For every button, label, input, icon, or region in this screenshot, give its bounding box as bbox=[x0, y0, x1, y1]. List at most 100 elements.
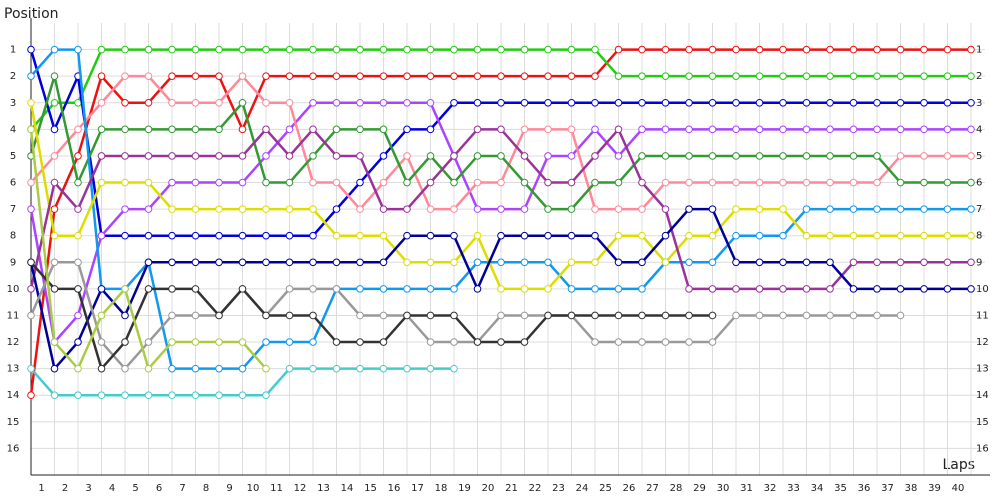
point bbox=[685, 311, 693, 320]
point bbox=[967, 285, 975, 293]
point bbox=[755, 72, 764, 80]
point bbox=[638, 72, 646, 80]
point bbox=[215, 72, 223, 80]
point bbox=[873, 45, 881, 54]
point bbox=[215, 178, 223, 187]
x-tick-label: 4 bbox=[109, 483, 115, 494]
point bbox=[403, 152, 411, 160]
point bbox=[215, 311, 223, 320]
point bbox=[262, 72, 270, 80]
point bbox=[285, 205, 294, 213]
point bbox=[755, 125, 764, 134]
point bbox=[779, 285, 787, 293]
point bbox=[614, 152, 623, 160]
point bbox=[285, 364, 294, 373]
point bbox=[332, 338, 341, 346]
point bbox=[379, 178, 388, 187]
point bbox=[943, 178, 952, 187]
point bbox=[309, 45, 317, 54]
point bbox=[97, 391, 106, 400]
x-tick-label: 24 bbox=[576, 483, 589, 494]
point bbox=[332, 72, 341, 80]
point bbox=[356, 338, 364, 346]
point bbox=[356, 258, 364, 267]
point bbox=[97, 125, 106, 134]
point bbox=[967, 178, 975, 187]
point bbox=[473, 231, 482, 240]
point bbox=[121, 205, 129, 213]
point bbox=[285, 45, 294, 54]
point bbox=[215, 205, 223, 213]
point bbox=[168, 45, 176, 54]
point bbox=[638, 338, 646, 346]
point bbox=[685, 178, 693, 187]
point bbox=[896, 45, 905, 54]
point bbox=[262, 338, 270, 346]
point bbox=[967, 205, 975, 213]
point bbox=[520, 285, 529, 293]
point bbox=[661, 45, 670, 54]
point bbox=[567, 178, 576, 187]
point bbox=[450, 152, 458, 160]
point bbox=[191, 338, 200, 346]
point bbox=[943, 258, 952, 267]
point bbox=[567, 258, 576, 267]
point bbox=[755, 231, 764, 240]
point bbox=[215, 125, 223, 134]
point bbox=[967, 125, 975, 134]
point bbox=[614, 231, 623, 240]
point bbox=[849, 98, 858, 107]
point bbox=[332, 152, 341, 160]
point bbox=[238, 152, 247, 160]
point bbox=[356, 152, 364, 160]
point bbox=[497, 285, 505, 293]
point bbox=[497, 311, 505, 320]
point bbox=[121, 231, 129, 240]
point bbox=[379, 311, 388, 320]
point bbox=[97, 178, 106, 187]
y-tick-label: 16 bbox=[7, 443, 20, 454]
point bbox=[50, 364, 59, 373]
point bbox=[238, 98, 247, 107]
point bbox=[755, 205, 764, 213]
y-tick-label-right: 5 bbox=[976, 151, 982, 162]
point bbox=[403, 72, 411, 80]
point bbox=[144, 72, 153, 80]
point bbox=[121, 364, 129, 373]
point bbox=[567, 45, 576, 54]
point bbox=[121, 45, 129, 54]
point bbox=[473, 98, 482, 107]
point bbox=[755, 45, 764, 54]
y-tick-label-right: 2 bbox=[976, 71, 982, 82]
point bbox=[520, 72, 529, 80]
point bbox=[309, 364, 317, 373]
point bbox=[121, 98, 129, 107]
point bbox=[144, 285, 153, 293]
point bbox=[144, 258, 153, 267]
point bbox=[262, 125, 270, 134]
y-tick-label: 15 bbox=[7, 417, 20, 428]
x-tick-label: 8 bbox=[203, 483, 209, 494]
point bbox=[544, 311, 552, 320]
point bbox=[732, 178, 740, 187]
point bbox=[708, 338, 717, 346]
point bbox=[473, 72, 482, 80]
y-tick-label: 7 bbox=[10, 204, 16, 215]
point bbox=[285, 152, 294, 160]
point bbox=[97, 231, 106, 240]
x-tick-label: 25 bbox=[599, 483, 612, 494]
point bbox=[567, 311, 576, 320]
point bbox=[708, 178, 717, 187]
point bbox=[896, 231, 905, 240]
point bbox=[356, 311, 364, 320]
point bbox=[614, 45, 623, 54]
point bbox=[802, 45, 811, 54]
point bbox=[97, 364, 106, 373]
point bbox=[873, 125, 881, 134]
point bbox=[27, 205, 35, 213]
point bbox=[708, 125, 717, 134]
point bbox=[497, 152, 505, 160]
point bbox=[896, 311, 905, 320]
point bbox=[27, 72, 35, 80]
point bbox=[144, 45, 153, 54]
